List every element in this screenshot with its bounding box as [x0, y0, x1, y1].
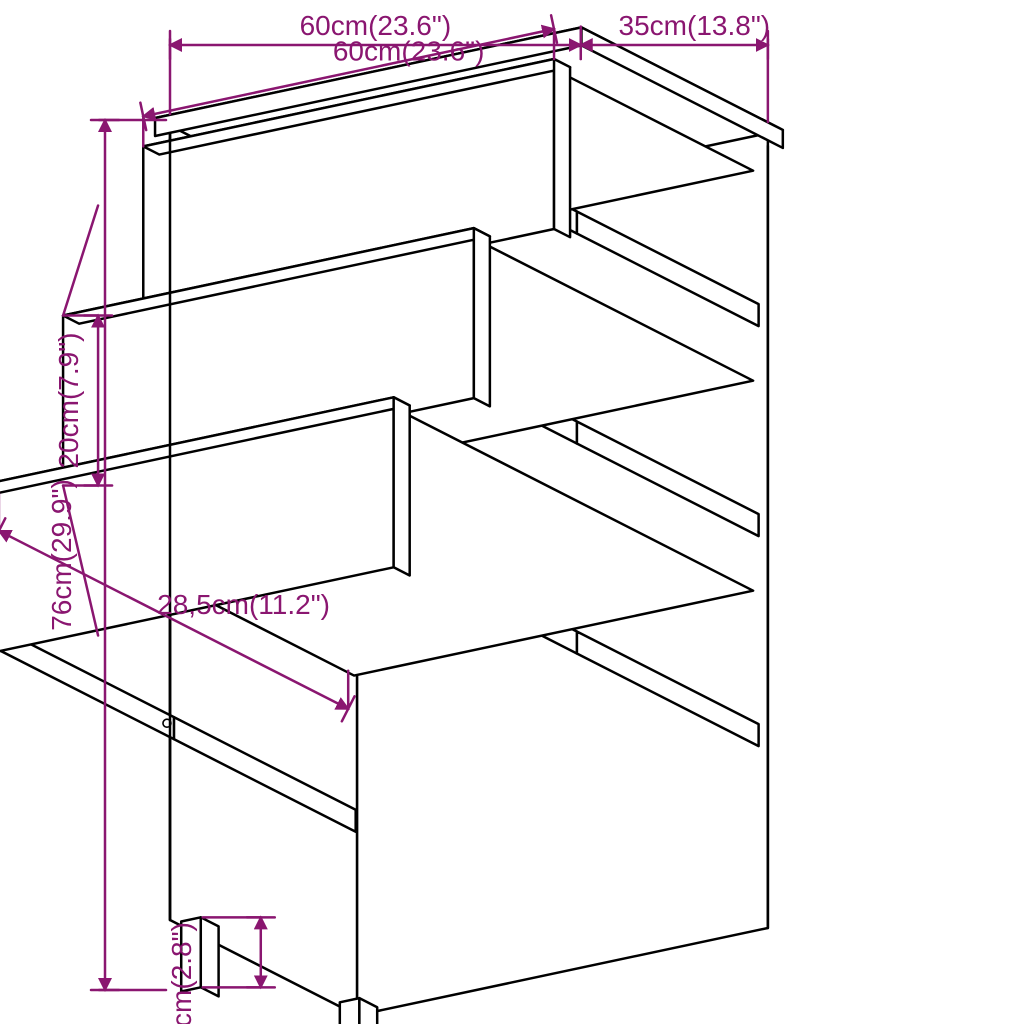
dimension-label: 60cm(23.6") [333, 36, 485, 67]
dimension-label: 20cm(7.9") [53, 333, 84, 469]
dimension-label: 76cm(29.9") [46, 479, 77, 631]
dimension-label: 7cm(2.8") [166, 922, 197, 1024]
dimension-label: 28,5cm(11.2") [157, 589, 330, 620]
dimension-label: 35cm(13.8") [619, 10, 771, 41]
